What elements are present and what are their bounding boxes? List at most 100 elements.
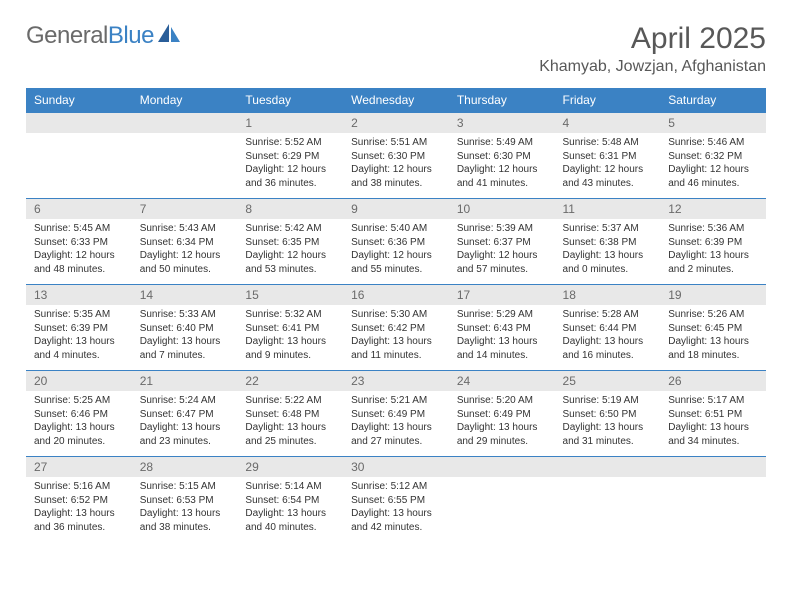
day-number: 8 xyxy=(237,199,343,219)
sunrise-text: Sunrise: 5:14 AM xyxy=(245,480,335,494)
calendar-cell: 22Sunrise: 5:22 AMSunset: 6:48 PMDayligh… xyxy=(237,371,343,457)
day-body: Sunrise: 5:48 AMSunset: 6:31 PMDaylight:… xyxy=(555,133,661,198)
calendar-week: 1Sunrise: 5:52 AMSunset: 6:29 PMDaylight… xyxy=(26,113,766,199)
calendar-cell: 6Sunrise: 5:45 AMSunset: 6:33 PMDaylight… xyxy=(26,199,132,285)
calendar-cell: 4Sunrise: 5:48 AMSunset: 6:31 PMDaylight… xyxy=(555,113,661,199)
daylight-text: Daylight: 13 hours and 2 minutes. xyxy=(668,249,758,276)
sunrise-text: Sunrise: 5:29 AM xyxy=(457,308,547,322)
daylight-text: Daylight: 13 hours and 18 minutes. xyxy=(668,335,758,362)
sunset-text: Sunset: 6:30 PM xyxy=(457,150,547,164)
day-body: Sunrise: 5:21 AMSunset: 6:49 PMDaylight:… xyxy=(343,391,449,456)
sunrise-text: Sunrise: 5:21 AM xyxy=(351,394,441,408)
day-number: 28 xyxy=(132,457,238,477)
calendar-cell: 8Sunrise: 5:42 AMSunset: 6:35 PMDaylight… xyxy=(237,199,343,285)
day-body: Sunrise: 5:30 AMSunset: 6:42 PMDaylight:… xyxy=(343,305,449,370)
daylight-text: Daylight: 13 hours and 14 minutes. xyxy=(457,335,547,362)
sunset-text: Sunset: 6:38 PM xyxy=(563,236,653,250)
calendar-cell: 3Sunrise: 5:49 AMSunset: 6:30 PMDaylight… xyxy=(449,113,555,199)
daylight-text: Daylight: 12 hours and 57 minutes. xyxy=(457,249,547,276)
page-header: GeneralBlue April 2025 Khamyab, Jowzjan,… xyxy=(26,22,766,76)
day-number xyxy=(132,113,238,133)
sunrise-text: Sunrise: 5:45 AM xyxy=(34,222,124,236)
sunrise-text: Sunrise: 5:42 AM xyxy=(245,222,335,236)
sunset-text: Sunset: 6:32 PM xyxy=(668,150,758,164)
calendar-cell xyxy=(26,113,132,199)
daylight-text: Daylight: 12 hours and 55 minutes. xyxy=(351,249,441,276)
daylight-text: Daylight: 13 hours and 42 minutes. xyxy=(351,507,441,534)
sunset-text: Sunset: 6:40 PM xyxy=(140,322,230,336)
day-body: Sunrise: 5:45 AMSunset: 6:33 PMDaylight:… xyxy=(26,219,132,284)
day-body: Sunrise: 5:20 AMSunset: 6:49 PMDaylight:… xyxy=(449,391,555,456)
sunrise-text: Sunrise: 5:28 AM xyxy=(563,308,653,322)
daylight-text: Daylight: 13 hours and 36 minutes. xyxy=(34,507,124,534)
day-body: Sunrise: 5:46 AMSunset: 6:32 PMDaylight:… xyxy=(660,133,766,198)
sunrise-text: Sunrise: 5:43 AM xyxy=(140,222,230,236)
day-number: 10 xyxy=(449,199,555,219)
sunrise-text: Sunrise: 5:36 AM xyxy=(668,222,758,236)
day-number: 26 xyxy=(660,371,766,391)
weekday-header: Tuesday xyxy=(237,88,343,113)
sunrise-text: Sunrise: 5:46 AM xyxy=(668,136,758,150)
sunset-text: Sunset: 6:42 PM xyxy=(351,322,441,336)
daylight-text: Daylight: 13 hours and 4 minutes. xyxy=(34,335,124,362)
weekday-header: Friday xyxy=(555,88,661,113)
day-body xyxy=(449,477,555,527)
calendar-cell: 11Sunrise: 5:37 AMSunset: 6:38 PMDayligh… xyxy=(555,199,661,285)
daylight-text: Daylight: 13 hours and 20 minutes. xyxy=(34,421,124,448)
logo-word-1: General xyxy=(26,22,108,49)
day-number: 25 xyxy=(555,371,661,391)
sunrise-text: Sunrise: 5:51 AM xyxy=(351,136,441,150)
day-number xyxy=(449,457,555,477)
day-body: Sunrise: 5:52 AMSunset: 6:29 PMDaylight:… xyxy=(237,133,343,198)
sunset-text: Sunset: 6:41 PM xyxy=(245,322,335,336)
day-number: 13 xyxy=(26,285,132,305)
sunrise-text: Sunrise: 5:33 AM xyxy=(140,308,230,322)
calendar-cell: 24Sunrise: 5:20 AMSunset: 6:49 PMDayligh… xyxy=(449,371,555,457)
calendar-cell: 29Sunrise: 5:14 AMSunset: 6:54 PMDayligh… xyxy=(237,457,343,543)
day-body: Sunrise: 5:24 AMSunset: 6:47 PMDaylight:… xyxy=(132,391,238,456)
daylight-text: Daylight: 13 hours and 0 minutes. xyxy=(563,249,653,276)
weekday-header: Monday xyxy=(132,88,238,113)
calendar-cell: 13Sunrise: 5:35 AMSunset: 6:39 PMDayligh… xyxy=(26,285,132,371)
day-number xyxy=(555,457,661,477)
sunset-text: Sunset: 6:49 PM xyxy=(457,408,547,422)
calendar-table: SundayMondayTuesdayWednesdayThursdayFrid… xyxy=(26,88,766,542)
calendar-cell: 19Sunrise: 5:26 AMSunset: 6:45 PMDayligh… xyxy=(660,285,766,371)
day-body: Sunrise: 5:26 AMSunset: 6:45 PMDaylight:… xyxy=(660,305,766,370)
day-number xyxy=(660,457,766,477)
day-body: Sunrise: 5:12 AMSunset: 6:55 PMDaylight:… xyxy=(343,477,449,542)
logo-text: GeneralBlue xyxy=(26,22,154,50)
calendar-cell xyxy=(449,457,555,543)
sunset-text: Sunset: 6:39 PM xyxy=(668,236,758,250)
day-number: 17 xyxy=(449,285,555,305)
calendar-cell: 30Sunrise: 5:12 AMSunset: 6:55 PMDayligh… xyxy=(343,457,449,543)
calendar-week: 13Sunrise: 5:35 AMSunset: 6:39 PMDayligh… xyxy=(26,285,766,371)
weekday-header: Thursday xyxy=(449,88,555,113)
day-body: Sunrise: 5:40 AMSunset: 6:36 PMDaylight:… xyxy=(343,219,449,284)
day-body: Sunrise: 5:28 AMSunset: 6:44 PMDaylight:… xyxy=(555,305,661,370)
day-number: 7 xyxy=(132,199,238,219)
day-body: Sunrise: 5:22 AMSunset: 6:48 PMDaylight:… xyxy=(237,391,343,456)
day-number: 30 xyxy=(343,457,449,477)
daylight-text: Daylight: 12 hours and 46 minutes. xyxy=(668,163,758,190)
day-body xyxy=(555,477,661,527)
day-number: 23 xyxy=(343,371,449,391)
sunset-text: Sunset: 6:50 PM xyxy=(563,408,653,422)
calendar-cell: 12Sunrise: 5:36 AMSunset: 6:39 PMDayligh… xyxy=(660,199,766,285)
sail-icon xyxy=(158,24,180,49)
daylight-text: Daylight: 13 hours and 16 minutes. xyxy=(563,335,653,362)
day-number: 2 xyxy=(343,113,449,133)
logo-word-2: Blue xyxy=(108,22,154,49)
calendar-body: 1Sunrise: 5:52 AMSunset: 6:29 PMDaylight… xyxy=(26,113,766,543)
calendar-cell: 20Sunrise: 5:25 AMSunset: 6:46 PMDayligh… xyxy=(26,371,132,457)
day-body xyxy=(132,133,238,183)
sunset-text: Sunset: 6:48 PM xyxy=(245,408,335,422)
calendar-cell: 23Sunrise: 5:21 AMSunset: 6:49 PMDayligh… xyxy=(343,371,449,457)
day-number: 18 xyxy=(555,285,661,305)
day-body: Sunrise: 5:51 AMSunset: 6:30 PMDaylight:… xyxy=(343,133,449,198)
calendar-cell: 28Sunrise: 5:15 AMSunset: 6:53 PMDayligh… xyxy=(132,457,238,543)
sunset-text: Sunset: 6:43 PM xyxy=(457,322,547,336)
sunset-text: Sunset: 6:55 PM xyxy=(351,494,441,508)
calendar-cell xyxy=(660,457,766,543)
day-body: Sunrise: 5:42 AMSunset: 6:35 PMDaylight:… xyxy=(237,219,343,284)
